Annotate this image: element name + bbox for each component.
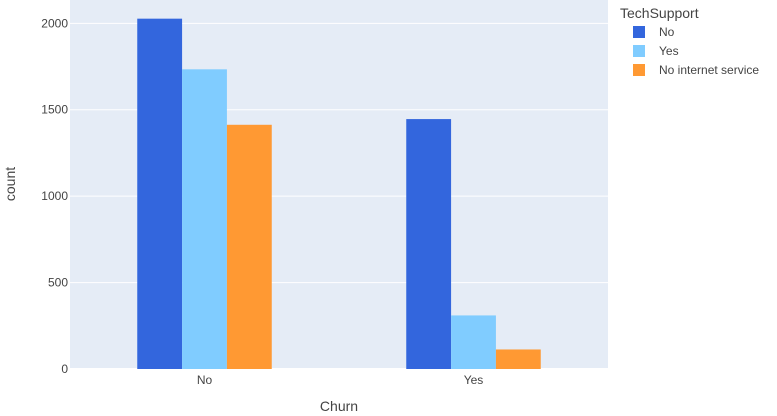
- bar-yes-no-internet-service[interactable]: [495, 349, 541, 369]
- y-axis-ticks: 0 500 1000 1500 2000: [41, 16, 68, 376]
- legend-swatch: [633, 26, 645, 38]
- y-tick-label: 1500: [41, 103, 68, 117]
- legend-item-yes[interactable]: Yes: [633, 44, 679, 58]
- x-axis-ticks: No Yes: [197, 373, 483, 387]
- legend-swatch: [633, 64, 645, 76]
- legend-item-no-internet-service[interactable]: No internet service: [633, 63, 759, 77]
- bar-no-no[interactable]: [137, 18, 183, 369]
- x-axis-title: Churn: [320, 398, 358, 414]
- bar-yes-yes[interactable]: [451, 315, 496, 369]
- legend-label: Yes: [659, 44, 679, 58]
- y-tick-label: 1000: [41, 189, 68, 203]
- bars: [137, 18, 541, 370]
- legend-label: No: [659, 25, 675, 39]
- y-tick-label: 2000: [41, 16, 68, 30]
- y-tick-label: 0: [61, 362, 68, 376]
- bar-yes-no[interactable]: [406, 119, 452, 370]
- x-tick-label: Yes: [464, 373, 484, 387]
- legend-title: TechSupport: [620, 5, 699, 21]
- legend-label: No internet service: [659, 63, 759, 77]
- y-tick-label: 500: [48, 276, 68, 290]
- y-axis-title: count: [2, 167, 18, 201]
- legend-swatch: [633, 45, 645, 57]
- legend[interactable]: TechSupport No Yes No internet service: [620, 5, 759, 77]
- x-tick-label: No: [197, 373, 213, 387]
- legend-item-no[interactable]: No: [633, 25, 675, 39]
- bar-no-yes[interactable]: [182, 69, 227, 369]
- bar-no-no-internet-service[interactable]: [226, 124, 272, 369]
